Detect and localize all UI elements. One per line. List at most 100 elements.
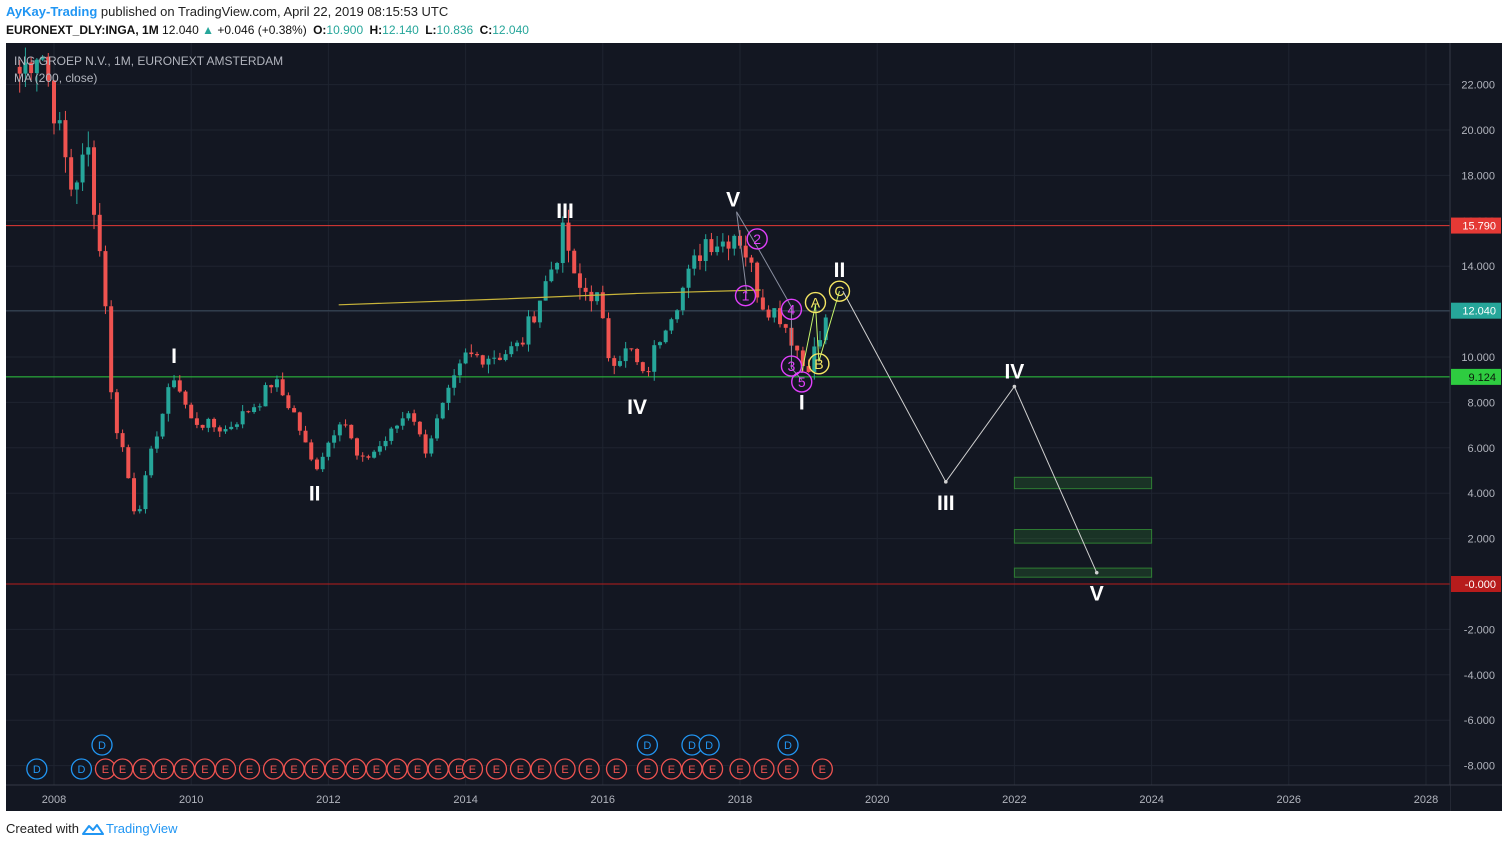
tradingview-logo-icon	[81, 823, 104, 835]
candle-body	[114, 392, 119, 434]
author-link[interactable]: AyKay-Trading	[6, 4, 98, 19]
y-tick-label: 4.000	[1467, 488, 1495, 500]
candle-body	[800, 350, 805, 367]
x-tick-label: 2026	[1277, 794, 1301, 806]
candle-body	[446, 387, 451, 403]
minor-label-circle	[780, 298, 803, 321]
earnings-marker-label: E	[270, 764, 277, 776]
candle-body	[577, 273, 582, 288]
candle-body	[617, 361, 622, 366]
candle-body	[257, 406, 262, 408]
candle-body	[354, 438, 359, 456]
candle-body	[69, 157, 74, 190]
dividend-marker	[26, 758, 48, 780]
candle-body	[743, 245, 748, 258]
earnings-marker-label: E	[201, 764, 208, 776]
candle-body	[29, 62, 34, 74]
ma-line	[338, 289, 761, 306]
high-label: H:	[369, 23, 383, 37]
candle-body	[612, 358, 617, 366]
candle-body	[766, 309, 771, 318]
candle-body	[23, 62, 28, 74]
candle-body	[320, 456, 325, 470]
candle-body	[194, 418, 199, 425]
candle-body	[749, 257, 754, 263]
candle-body	[143, 475, 148, 510]
candle-body	[92, 147, 97, 215]
candle-body	[132, 478, 137, 512]
candle-body	[657, 342, 662, 346]
time-axis[interactable]: 2008 2010 2012 2014 2016 2018 2020 2022 2024 2026…	[42, 794, 1438, 806]
high-value: 12.140	[382, 23, 419, 37]
earnings-marker-label: E	[140, 764, 147, 776]
candle-body	[555, 263, 560, 270]
candle-body	[183, 391, 188, 405]
earnings-marker-label: E	[311, 764, 318, 776]
minor-label-circle	[734, 285, 757, 307]
candle-body	[17, 66, 22, 74]
candle-body	[377, 446, 382, 452]
candle-body	[177, 380, 182, 392]
earnings-marker-label: E	[393, 764, 400, 776]
x-tick-label: 2014	[453, 794, 477, 806]
candle-body	[372, 451, 377, 458]
wave-label: I	[171, 345, 177, 368]
candle-body	[149, 448, 154, 476]
candle-body	[812, 346, 817, 373]
dividend-marker	[777, 734, 799, 756]
price-axis[interactable]: 22.00020.00018.00016.00014.00012.00010.0…	[1451, 80, 1501, 773]
candle-body	[360, 455, 365, 457]
candle-body	[537, 300, 542, 323]
candle-body	[503, 354, 508, 360]
candle-body	[697, 255, 702, 261]
earnings-marker-label: E	[613, 764, 620, 776]
wave-label: III	[556, 200, 574, 223]
projection-label: III	[937, 492, 955, 515]
earnings-marker	[485, 758, 508, 780]
candle-body	[400, 418, 405, 426]
candle-body	[469, 352, 474, 355]
y-tick-label: 2.000	[1467, 534, 1495, 546]
legend-title: ING GROEP N.V., 1M, EURONEXT AMSTERDAM	[14, 54, 283, 68]
earnings-marker-label: E	[517, 764, 524, 776]
candle-body	[629, 348, 634, 350]
abc-label-circle	[804, 291, 827, 314]
tradingview-link[interactable]: TradingView	[81, 821, 178, 836]
earnings-marker-label: E	[332, 764, 339, 776]
moving-average	[338, 289, 761, 306]
price-level-lines	[6, 225, 1450, 585]
dividend-marker-label: D	[77, 764, 85, 776]
earnings-marker-label: E	[537, 764, 544, 776]
candle-body	[703, 239, 708, 261]
price-axis-bg[interactable]	[1450, 43, 1502, 811]
candle-body	[732, 235, 737, 249]
candle-body	[520, 342, 525, 345]
candle-body	[74, 182, 79, 190]
price-marker-label: -0.000	[1465, 579, 1496, 591]
y-tick-label: 14.000	[1461, 261, 1495, 273]
dividend-marker-label: D	[688, 740, 696, 752]
price-change: +0.046 (+0.38%)	[217, 23, 307, 37]
dividend-marker	[636, 734, 659, 756]
candle-body	[154, 436, 159, 449]
x-tick-label: 2012	[316, 794, 340, 806]
y-tick-label: -6.000	[1464, 715, 1495, 727]
y-tick-label: 10.000	[1461, 352, 1495, 364]
earnings-marker	[753, 758, 775, 780]
earnings-marker-label: E	[373, 764, 380, 776]
candle-body	[349, 424, 354, 439]
earnings-marker	[530, 758, 552, 780]
time-axis-bg[interactable]	[6, 785, 1450, 811]
candle-body	[286, 395, 291, 409]
dividend-marker-label: D	[643, 740, 651, 752]
abc-label-circle	[828, 280, 851, 302]
earnings-marker-label: E	[455, 764, 462, 776]
x-tick-label: 2008	[42, 794, 66, 806]
wave-label: V	[726, 189, 740, 212]
candle-body	[526, 316, 531, 345]
candle-body	[274, 379, 279, 388]
earnings-marker-label: E	[222, 764, 229, 776]
